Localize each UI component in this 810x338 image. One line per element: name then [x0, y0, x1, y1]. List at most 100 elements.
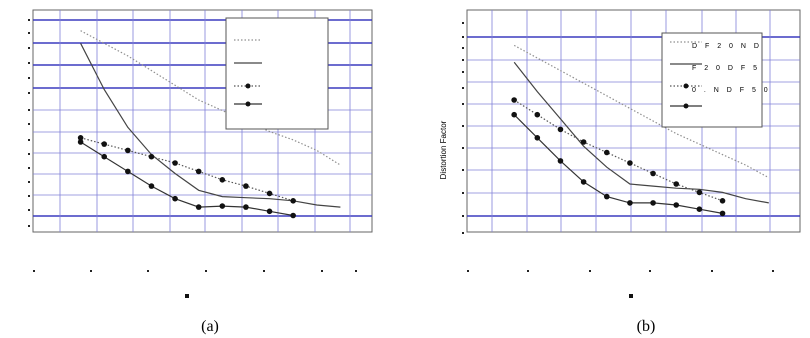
data-point: [696, 189, 703, 196]
legend-box: [661, 32, 763, 128]
x-tick-dot: [321, 270, 323, 272]
data-point: [603, 193, 610, 200]
series-1-line: [80, 30, 341, 166]
y-tick-mark: [462, 169, 464, 171]
series-1-line: [513, 44, 770, 179]
data-point: [125, 147, 131, 154]
data-point: [580, 139, 587, 145]
data-point: [534, 135, 541, 141]
x-tick-dot: [589, 270, 591, 272]
y-tick-mark: [462, 125, 464, 127]
y-tick-mark: [28, 209, 30, 211]
x-tick-dot: [205, 270, 207, 272]
y-tick-mark: [28, 181, 30, 183]
data-point: [172, 195, 178, 202]
series-3-line: [513, 99, 723, 202]
data-point: [511, 97, 517, 103]
x-tick-dot: [711, 270, 713, 272]
data-point: [172, 160, 178, 166]
data-point: [627, 200, 633, 206]
x-tick-dot: [467, 270, 469, 272]
data-point: [219, 177, 226, 183]
data-point: [101, 141, 108, 147]
panel-b-ylabel: Distortion Factor: [439, 120, 448, 179]
series-4-line: [513, 114, 723, 214]
y-tick-mark: [462, 47, 464, 49]
data-point: [195, 168, 202, 175]
y-tick-mark: [462, 36, 464, 38]
x-tick-dot: [90, 270, 92, 272]
x-tick-dot: [649, 270, 651, 272]
data-point: [243, 204, 249, 210]
data-point: [650, 200, 656, 206]
legend-label: D F 2 0 N D: [692, 43, 762, 50]
y-tick-mark: [28, 109, 30, 111]
y-tick-mark: [28, 123, 30, 125]
data-point: [77, 135, 84, 141]
data-point: [650, 170, 656, 177]
data-point: [557, 126, 564, 133]
panel-b-caption: (b): [637, 318, 656, 335]
data-point: [627, 160, 633, 166]
legend-label: F 2 0 D F 5: [692, 65, 760, 72]
data-point: [696, 206, 703, 212]
data-point: [673, 181, 680, 187]
data-point: [148, 153, 155, 160]
y-tick-mark: [28, 153, 30, 155]
y-tick-mark: [28, 47, 30, 49]
y-tick-mark: [28, 77, 30, 79]
data-point: [719, 198, 726, 204]
y-tick-mark: [28, 139, 30, 141]
y-tick-mark: [462, 22, 464, 24]
legend-label: 0 . N D F 5 0: [692, 87, 771, 94]
data-point: [266, 208, 273, 215]
legend-marker: [683, 83, 689, 89]
y-tick-mark: [462, 59, 464, 61]
y-tick-mark: [28, 225, 30, 227]
data-point: [266, 190, 273, 197]
series-2-line: [80, 43, 341, 208]
data-point: [290, 212, 296, 219]
data-point: [534, 111, 541, 118]
data-point: [125, 168, 131, 175]
x-tick-dot: [33, 270, 35, 272]
y-tick-mark: [462, 192, 464, 194]
panel-a-caption: (a): [201, 318, 219, 335]
data-point: [101, 153, 108, 160]
data-point: [219, 203, 226, 209]
y-tick-mark: [28, 195, 30, 197]
y-tick-mark: [462, 103, 464, 105]
y-tick-mark: [462, 232, 464, 234]
x-label-mark: [185, 294, 189, 298]
data-point: [243, 183, 249, 189]
legend-marker: [245, 83, 251, 89]
data-point: [77, 139, 84, 145]
data-point: [603, 149, 610, 156]
x-tick-dot: [527, 270, 529, 272]
y-tick-mark: [462, 215, 464, 217]
data-point: [290, 198, 296, 204]
data-point: [557, 158, 564, 164]
x-tick-dot: [355, 270, 357, 272]
y-tick-mark: [28, 167, 30, 169]
x-tick-dot: [147, 270, 149, 272]
series-4-line: [80, 141, 294, 217]
data-point: [195, 204, 202, 210]
y-tick-mark: [28, 62, 30, 64]
x-tick-dot: [263, 270, 265, 272]
panel-b-chart: D F 2 0 N D F 2 0 D F 5 0 . N D F 5 0: [462, 9, 801, 298]
y-tick-mark: [462, 147, 464, 149]
data-point: [148, 183, 155, 189]
y-tick-mark: [28, 92, 30, 94]
y-tick-mark: [462, 87, 464, 89]
x-tick-dot: [772, 270, 774, 272]
legend-marker: [245, 101, 251, 107]
data-point: [719, 210, 726, 217]
y-tick-mark: [28, 19, 30, 21]
data-point: [511, 111, 517, 118]
x-label-mark: [629, 294, 633, 298]
series-2-line: [513, 61, 769, 204]
panel-a-chart: [28, 9, 373, 298]
y-tick-mark: [462, 71, 464, 73]
